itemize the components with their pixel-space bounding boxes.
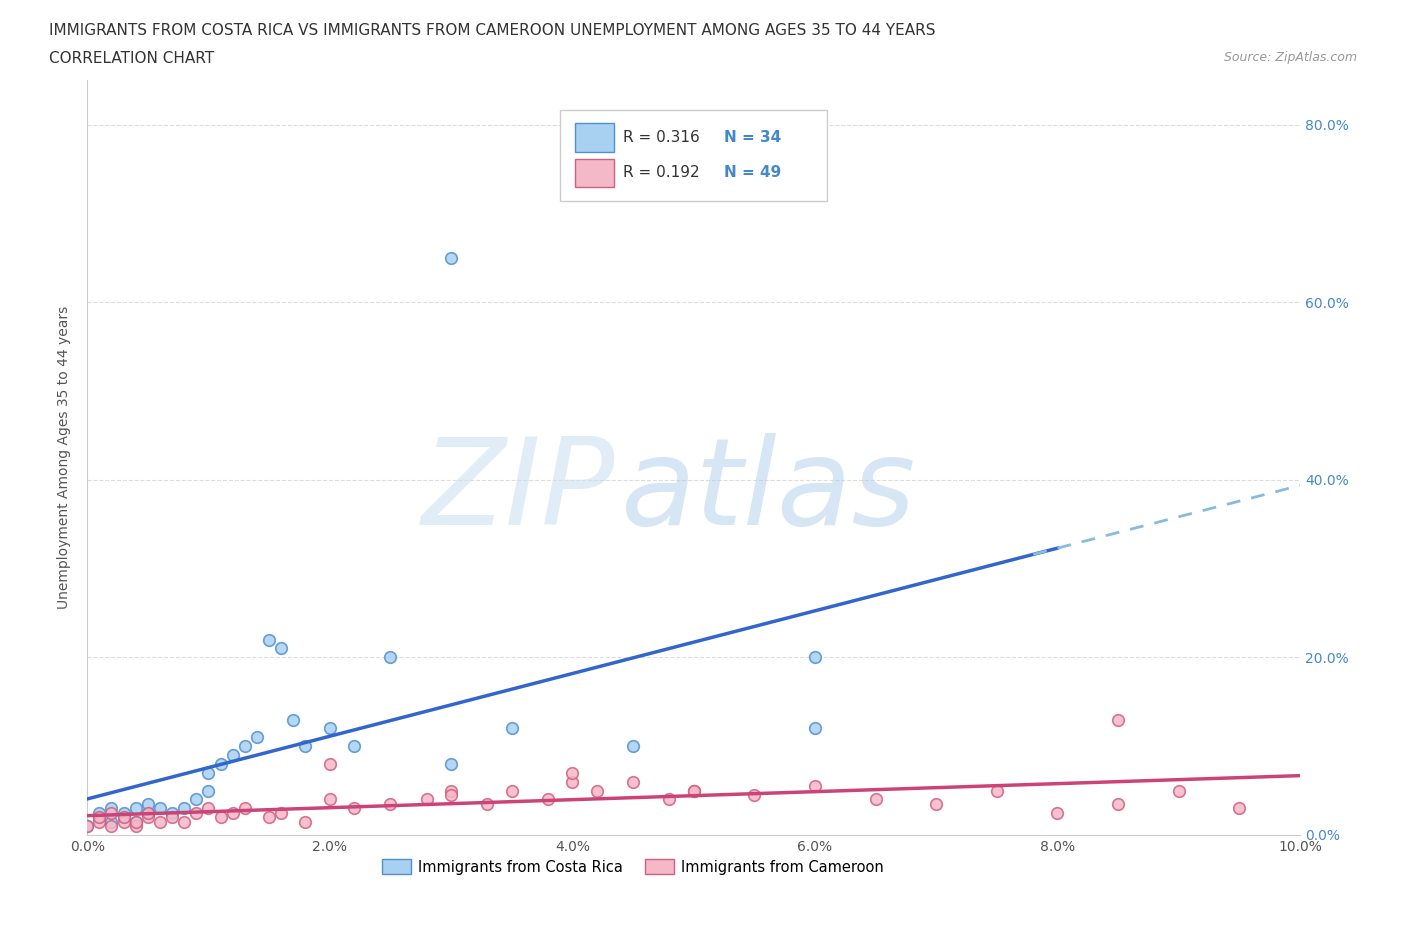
Point bbox=[160, 805, 183, 820]
Point bbox=[160, 810, 183, 825]
Point bbox=[658, 792, 681, 807]
Point bbox=[112, 805, 135, 820]
Point bbox=[197, 765, 219, 780]
Text: R = 0.192: R = 0.192 bbox=[623, 166, 700, 180]
Point bbox=[440, 756, 463, 771]
Point bbox=[621, 775, 644, 790]
Point bbox=[501, 783, 523, 798]
Legend: Immigrants from Costa Rica, Immigrants from Cameroon: Immigrants from Costa Rica, Immigrants f… bbox=[375, 854, 890, 881]
Point bbox=[1107, 796, 1129, 811]
Point bbox=[112, 810, 135, 825]
Text: R = 0.316: R = 0.316 bbox=[623, 130, 700, 145]
Point bbox=[136, 796, 159, 811]
Point bbox=[209, 756, 232, 771]
Point bbox=[222, 748, 245, 763]
Point bbox=[294, 738, 316, 753]
Point bbox=[986, 783, 1008, 798]
Point bbox=[865, 792, 887, 807]
Point bbox=[440, 788, 463, 803]
Text: ZIP: ZIP bbox=[422, 433, 614, 550]
Point bbox=[283, 712, 305, 727]
FancyBboxPatch shape bbox=[575, 159, 613, 187]
Point bbox=[233, 801, 256, 816]
Point bbox=[136, 805, 159, 820]
Point bbox=[209, 810, 232, 825]
Point bbox=[112, 810, 135, 825]
Point bbox=[1107, 712, 1129, 727]
Point bbox=[501, 721, 523, 736]
Text: CORRELATION CHART: CORRELATION CHART bbox=[49, 51, 214, 66]
Point bbox=[124, 814, 146, 829]
Point bbox=[1046, 805, 1069, 820]
FancyBboxPatch shape bbox=[575, 123, 613, 152]
Point bbox=[112, 814, 135, 829]
Point bbox=[682, 783, 704, 798]
Point bbox=[270, 641, 292, 656]
Point bbox=[124, 818, 146, 833]
Point bbox=[925, 796, 948, 811]
FancyBboxPatch shape bbox=[560, 111, 827, 201]
Y-axis label: Unemployment Among Ages 35 to 44 years: Unemployment Among Ages 35 to 44 years bbox=[58, 306, 72, 609]
Point bbox=[380, 796, 402, 811]
Point bbox=[319, 792, 342, 807]
Point bbox=[380, 650, 402, 665]
Point bbox=[270, 805, 292, 820]
Point bbox=[246, 730, 269, 745]
Point bbox=[136, 810, 159, 825]
Point bbox=[89, 814, 111, 829]
Point bbox=[173, 814, 195, 829]
Point bbox=[804, 778, 827, 793]
Point bbox=[804, 721, 827, 736]
Point bbox=[440, 783, 463, 798]
Point bbox=[197, 801, 219, 816]
Point bbox=[257, 810, 280, 825]
Point bbox=[257, 632, 280, 647]
Point bbox=[100, 805, 122, 820]
Point bbox=[100, 801, 122, 816]
Point bbox=[561, 765, 583, 780]
Point bbox=[136, 805, 159, 820]
Point bbox=[149, 801, 172, 816]
Point bbox=[319, 721, 342, 736]
Point bbox=[233, 738, 256, 753]
Point bbox=[173, 801, 195, 816]
Text: N = 34: N = 34 bbox=[724, 130, 782, 145]
Point bbox=[222, 805, 245, 820]
Text: N = 49: N = 49 bbox=[724, 166, 782, 180]
Point bbox=[186, 792, 208, 807]
Point bbox=[100, 818, 122, 833]
Point bbox=[76, 818, 98, 833]
Point bbox=[89, 805, 111, 820]
Point bbox=[124, 814, 146, 829]
Point bbox=[197, 783, 219, 798]
Point bbox=[537, 792, 560, 807]
Point bbox=[124, 801, 146, 816]
Point bbox=[100, 814, 122, 829]
Point bbox=[294, 814, 316, 829]
Point bbox=[682, 783, 704, 798]
Point bbox=[343, 801, 366, 816]
Point bbox=[621, 738, 644, 753]
Point bbox=[76, 818, 98, 833]
Point bbox=[1167, 783, 1189, 798]
Point bbox=[804, 650, 827, 665]
Text: Source: ZipAtlas.com: Source: ZipAtlas.com bbox=[1223, 51, 1357, 64]
Point bbox=[89, 810, 111, 825]
Point bbox=[149, 814, 172, 829]
Point bbox=[343, 738, 366, 753]
Text: atlas: atlas bbox=[621, 433, 917, 550]
Text: IMMIGRANTS FROM COSTA RICA VS IMMIGRANTS FROM CAMEROON UNEMPLOYMENT AMONG AGES 3: IMMIGRANTS FROM COSTA RICA VS IMMIGRANTS… bbox=[49, 23, 936, 38]
Point bbox=[440, 250, 463, 265]
Point bbox=[416, 792, 439, 807]
Point bbox=[742, 788, 765, 803]
Point bbox=[561, 775, 583, 790]
Point bbox=[1229, 801, 1251, 816]
Point bbox=[319, 756, 342, 771]
Point bbox=[585, 783, 607, 798]
Point bbox=[89, 810, 111, 825]
Point bbox=[477, 796, 499, 811]
Point bbox=[186, 805, 208, 820]
